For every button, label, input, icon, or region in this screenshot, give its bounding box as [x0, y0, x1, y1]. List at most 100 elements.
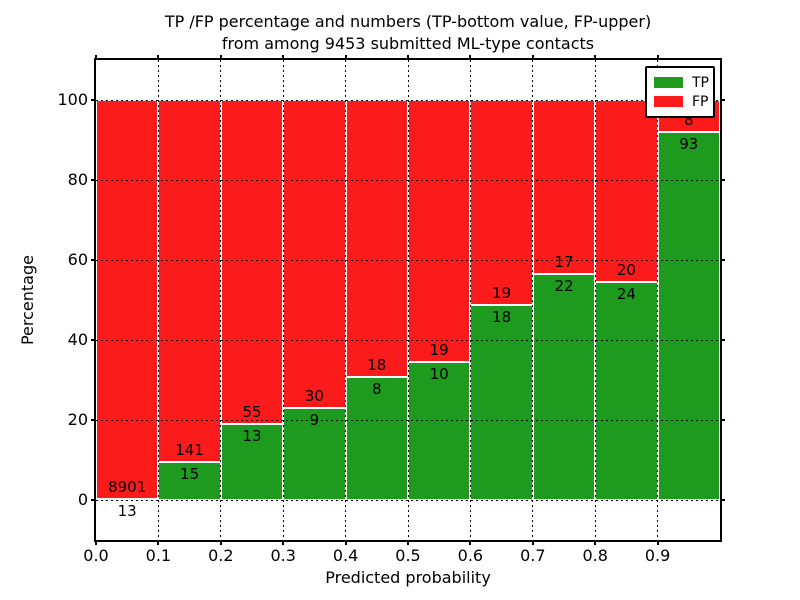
bar-tp-segment [532, 274, 596, 500]
bar-label-fp: 8901 [108, 478, 147, 497]
bar-label-fp: 141 [175, 440, 204, 459]
legend-swatch-tp-icon [654, 77, 683, 88]
gridline-vertical [532, 60, 534, 540]
bar-tp-segment [470, 305, 533, 500]
gridline-vertical [157, 60, 159, 540]
bar-label-tp: 9 [309, 410, 320, 429]
gridline-horizontal [96, 179, 720, 181]
bar-fp-segment [345, 100, 408, 377]
bar-fp-segment [283, 100, 346, 408]
bar-tp-segment [220, 423, 284, 500]
bar-label-tp: 18 [492, 308, 512, 327]
gridline-vertical [469, 60, 471, 540]
y-tick-mark [91, 259, 96, 261]
legend-row-fp: FP [654, 92, 713, 111]
bar-label-fp: 55 [242, 402, 262, 421]
bar-label-fp: 18 [367, 355, 387, 374]
legend-swatch-fp-icon [654, 96, 683, 107]
gridline-vertical [657, 60, 659, 540]
y-tick-mark [91, 179, 96, 181]
y-tick-mark-right [720, 499, 725, 501]
gridline-vertical [345, 60, 347, 540]
bar-fp-segment [532, 100, 596, 275]
bar-label-fp: 20 [616, 260, 636, 279]
y-tick-label: 100 [57, 90, 88, 109]
chart-title-line2: from among 9453 submitted ML-type contac… [221, 34, 595, 53]
chart-title-line1: TP /FP percentage and numbers (TP-bottom… [164, 12, 652, 31]
x-tick-mark [656, 540, 659, 545]
x-tick-mark-top [407, 55, 409, 60]
x-tick-label: 0.5 [395, 546, 421, 565]
x-tick-label: 0.3 [270, 546, 296, 565]
bar-label-fp: 19 [429, 341, 449, 360]
y-tick-mark [91, 99, 96, 101]
bar-label-fp: 30 [304, 386, 324, 405]
bar-label-tp: 8 [372, 379, 382, 398]
bar-tp-segment [345, 376, 408, 500]
y-tick-label: 0 [77, 490, 88, 509]
bar-label-fp: 17 [554, 253, 574, 272]
bar-label-tp: 13 [117, 502, 137, 521]
x-tick-mark-top [531, 55, 534, 60]
bar-tp-segment [158, 461, 221, 500]
legend: TP FP [645, 66, 715, 118]
gridline-vertical [594, 60, 596, 540]
y-tick-mark-right [720, 259, 725, 261]
x-tick-mark [95, 540, 97, 545]
x-tick-label: 0.1 [145, 546, 172, 565]
x-tick-label: 0.8 [582, 546, 608, 565]
bar-fp-segment [408, 100, 471, 363]
y-tick-label: 60 [67, 250, 88, 269]
bar-fp-segment [595, 100, 658, 282]
bar-label-fp: 19 [492, 284, 512, 303]
bar-label-tp: 24 [616, 284, 636, 303]
bar-tp-segment [595, 281, 658, 500]
x-tick-mark-top [157, 55, 160, 60]
x-tick-label: 0.9 [644, 546, 671, 565]
x-tick-label: 0.4 [332, 546, 359, 565]
y-tick-label: 80 [67, 170, 88, 189]
gridline-vertical [282, 60, 284, 540]
gridline-vertical [220, 60, 222, 540]
x-tick-mark-top [594, 55, 597, 60]
x-tick-label: 0.7 [520, 546, 546, 565]
x-tick-mark-top [95, 55, 97, 60]
x-tick-mark [469, 540, 472, 545]
x-tick-mark [219, 540, 222, 545]
x-tick-mark [282, 540, 285, 545]
gridline-horizontal [96, 339, 720, 341]
gridline-vertical [407, 60, 409, 540]
bar-label-tp: 10 [429, 365, 449, 384]
legend-label-tp: TP [692, 74, 709, 91]
bar-label-tp: 22 [554, 277, 574, 296]
y-tick-label: 20 [67, 410, 88, 429]
x-axis-label: Predicted probability [325, 568, 491, 587]
bar-fp-segment [96, 100, 159, 499]
x-tick-mark-top [219, 55, 222, 60]
x-tick-mark-top [469, 55, 472, 60]
bar-fp-segment [470, 100, 533, 306]
y-tick-mark [91, 499, 96, 501]
x-tick-label: 0.6 [457, 546, 484, 565]
plot-area: Predicted probability Percentage 8901 13 1… [18, 55, 725, 587]
x-tick-mark-top [282, 55, 285, 60]
gridline-horizontal [96, 419, 720, 421]
x-tick-label: 0.0 [83, 546, 109, 565]
bar-tp-segment [657, 131, 720, 500]
gridline-horizontal [96, 99, 720, 101]
x-tick-mark [531, 540, 534, 545]
bar-label-tp: 93 [679, 134, 699, 153]
x-tick-mark [594, 540, 597, 545]
bar-fp-segment [220, 100, 284, 424]
y-axis-label: Percentage [18, 255, 37, 346]
y-tick-label: 40 [67, 330, 88, 349]
y-tick-mark-right [720, 419, 725, 421]
bar-tp-segment [408, 362, 471, 500]
x-tick-mark [157, 540, 160, 545]
bar-label-tp: 13 [242, 426, 262, 445]
y-tick-mark-right [720, 339, 725, 341]
x-tick-label: 0.2 [208, 546, 234, 565]
legend-label-fp: FP [692, 93, 709, 110]
bar-label-fp: 8 [684, 110, 694, 129]
